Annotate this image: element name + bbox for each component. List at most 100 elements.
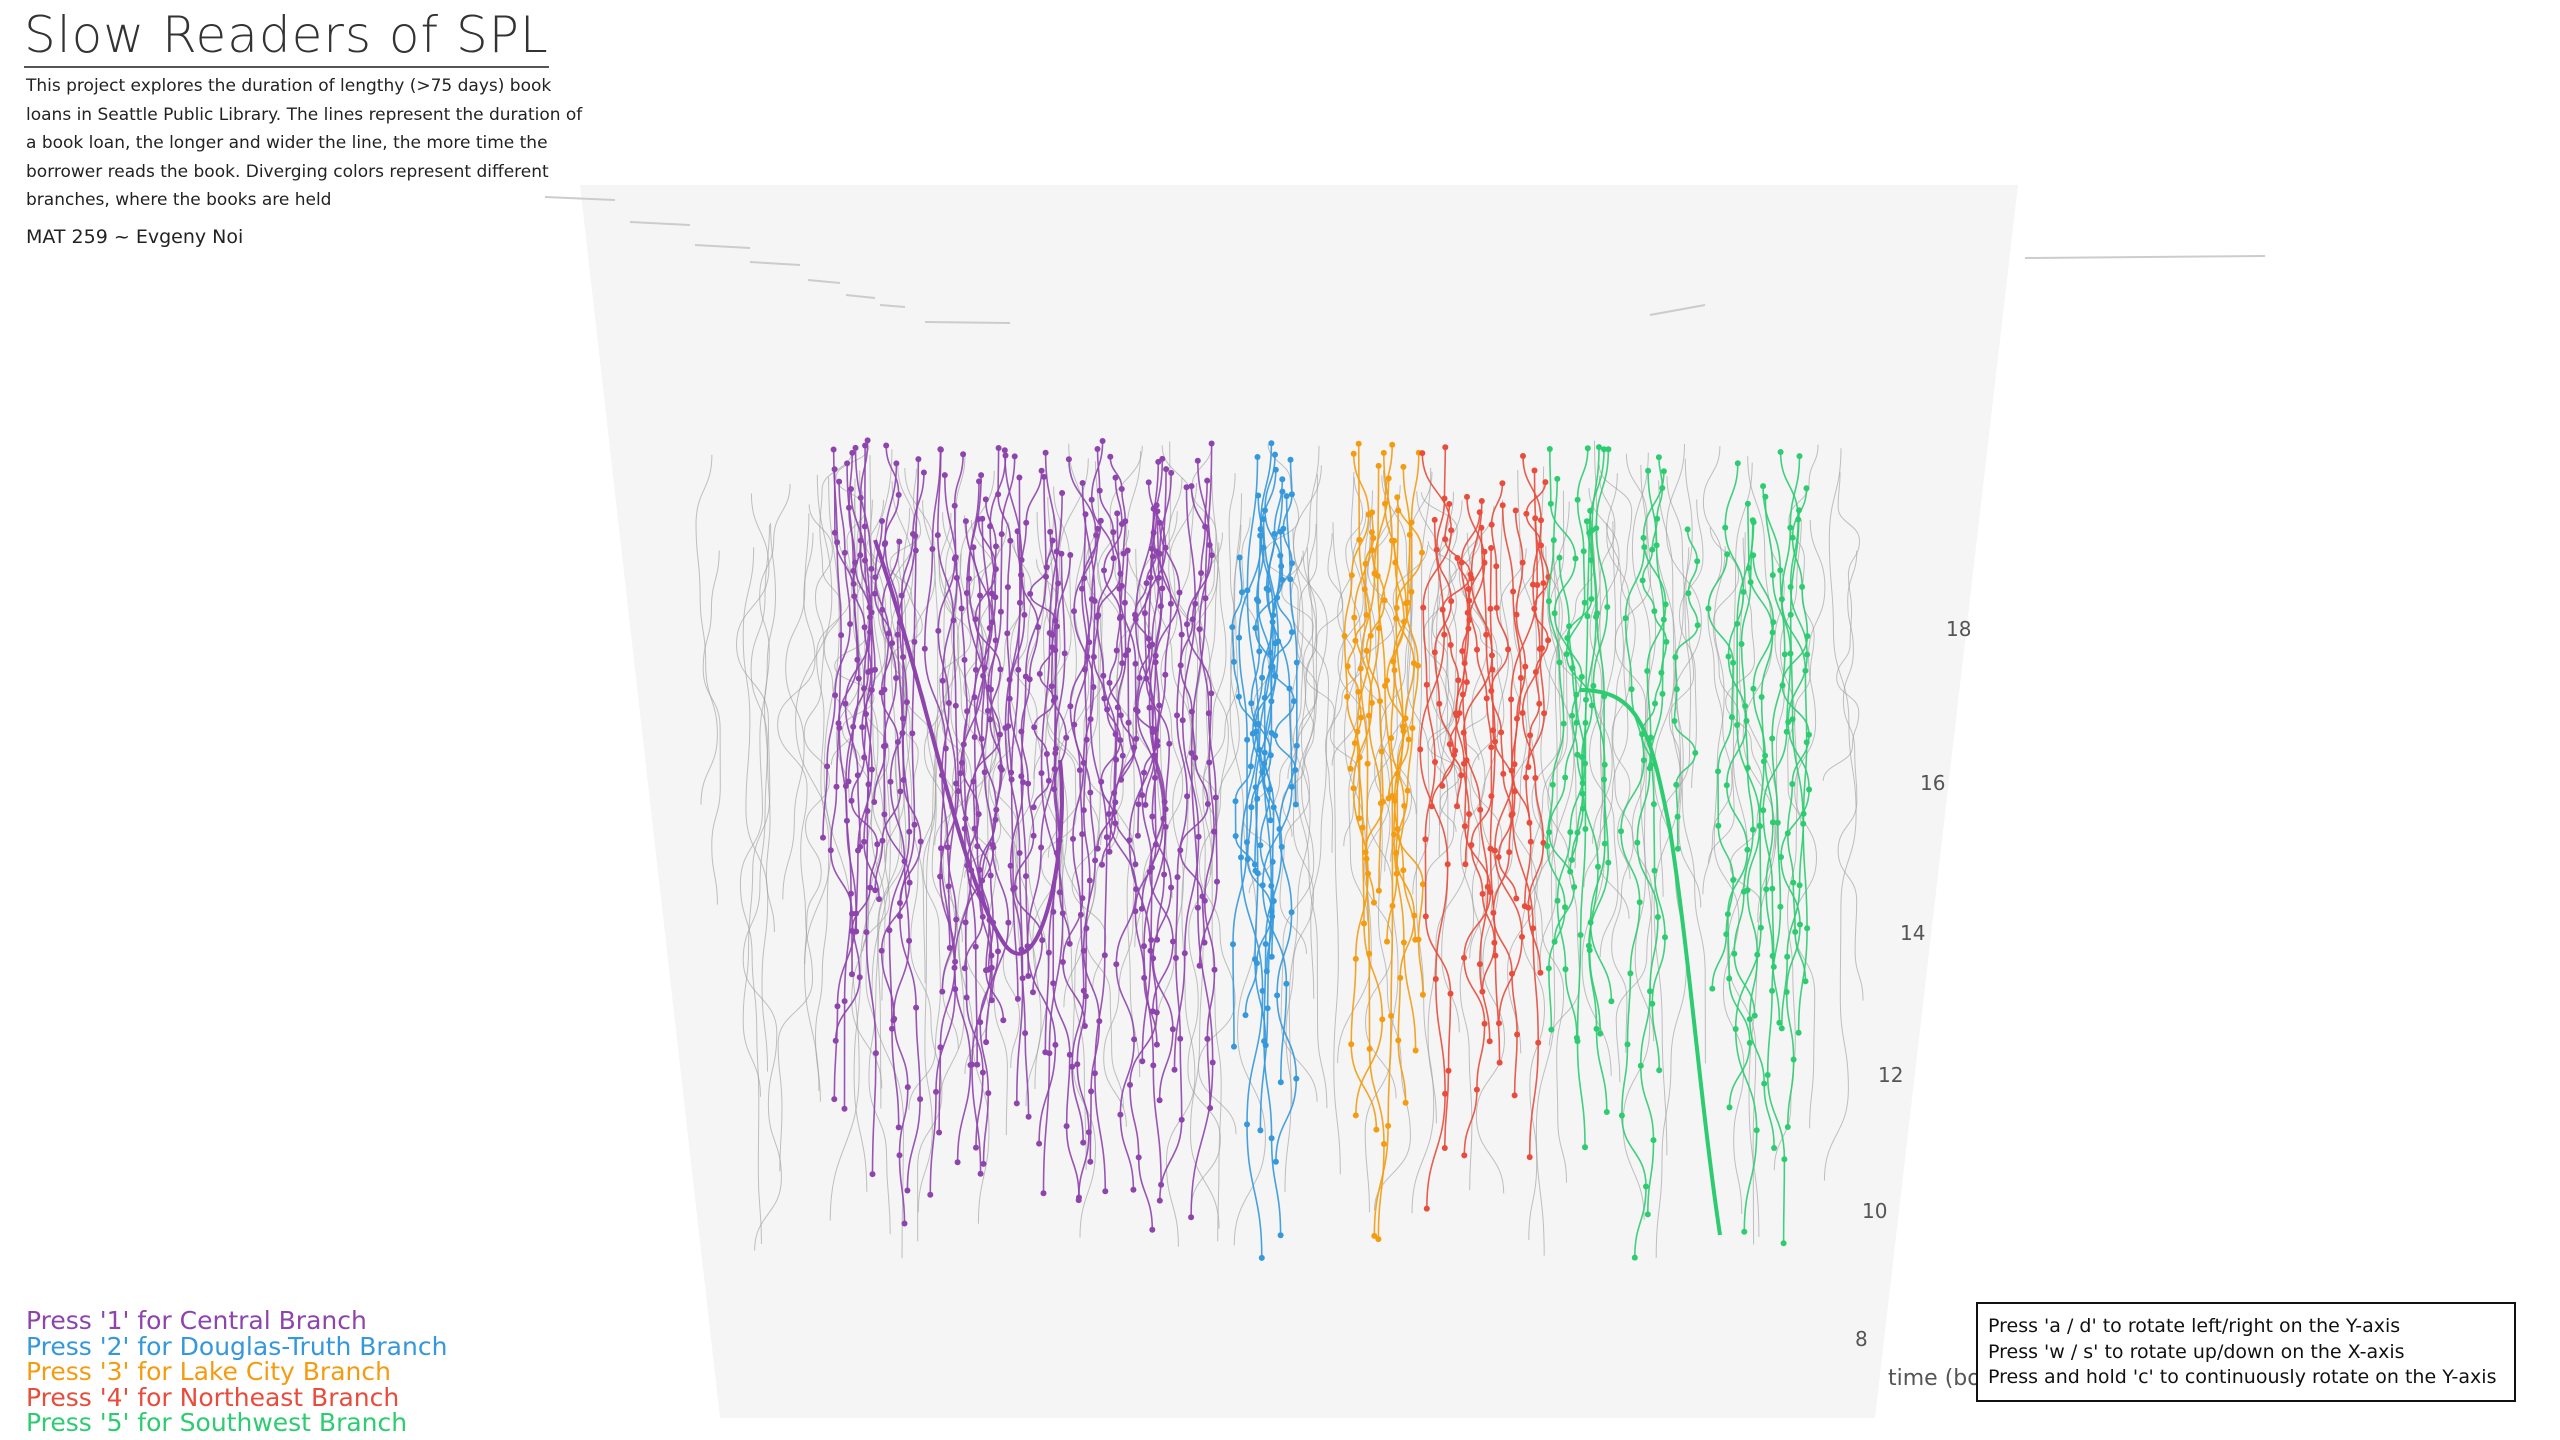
loan-point <box>838 632 845 639</box>
loan-point <box>1099 861 1105 868</box>
gray-loan-line <box>1071 461 1107 991</box>
loan-point <box>1650 1137 1657 1144</box>
loan-point <box>962 518 969 525</box>
loan-point <box>1506 849 1513 856</box>
loan-point <box>1388 1012 1395 1019</box>
loan-point <box>915 456 922 463</box>
loan-point <box>1002 452 1009 459</box>
loan-point <box>835 720 842 727</box>
gray-loan-line <box>1606 523 1636 1053</box>
loan-point <box>1119 660 1126 667</box>
loan-point <box>1728 714 1735 721</box>
loan-point <box>974 1061 981 1068</box>
legend-item-branch-4[interactable]: Press '4' for Northeast Branch <box>26 1382 400 1412</box>
loan-point <box>1251 861 1258 868</box>
loan-point <box>1572 555 1579 562</box>
loan-point <box>1466 617 1473 623</box>
loan-point <box>1495 854 1502 860</box>
loan-point <box>951 502 958 509</box>
loan-point <box>1158 1181 1165 1188</box>
loan-point <box>1008 769 1015 776</box>
loan-point <box>1091 1070 1098 1077</box>
loan-point <box>993 543 999 550</box>
loan-point <box>1177 1035 1184 1042</box>
loan-point <box>1777 449 1784 455</box>
loan-point <box>1088 1088 1095 1095</box>
loan-point <box>1168 884 1175 891</box>
loan-point <box>867 614 873 621</box>
loan-point <box>1004 630 1011 637</box>
loan-point <box>1236 554 1243 561</box>
loan-point <box>1574 829 1581 836</box>
loan-point <box>912 547 919 554</box>
loan-point <box>1082 511 1089 518</box>
loan-point <box>1394 494 1401 501</box>
loan-point <box>883 442 890 449</box>
loan-point <box>1730 877 1737 883</box>
loan-point <box>1605 446 1612 453</box>
loan-point <box>1654 914 1661 920</box>
loan-point <box>1650 801 1657 808</box>
loan-point <box>1781 651 1788 658</box>
gray-loan-line <box>742 524 782 1251</box>
legend-item-branch-3[interactable]: Press '3' for Lake City Branch <box>26 1357 391 1386</box>
gray-loan-line <box>1539 545 1563 960</box>
loan-point <box>1147 574 1154 581</box>
loan-point <box>1079 480 1086 486</box>
loan-point <box>859 724 866 731</box>
loan-point <box>1148 937 1155 943</box>
loan-point <box>844 460 851 467</box>
legend-item-branch-2[interactable]: Press '2' for Douglas-Truth Branch <box>26 1331 448 1361</box>
loan-point <box>1574 496 1581 503</box>
loan-point <box>1277 1079 1284 1086</box>
loan-point <box>1027 590 1034 597</box>
loan-point <box>1722 524 1729 531</box>
loan-point <box>1111 809 1118 816</box>
gray-loan-line <box>1337 471 1369 922</box>
loan-point <box>1052 647 1059 654</box>
loan-point <box>1258 1254 1265 1261</box>
gray-loan-line <box>742 547 769 1072</box>
long-loan-curve <box>1579 688 1722 1236</box>
loan-point <box>1601 840 1608 847</box>
loan-point <box>1143 580 1150 587</box>
loan-point <box>1235 693 1242 700</box>
loan-point <box>1239 589 1245 596</box>
loan-point <box>954 1159 961 1166</box>
loan-point <box>1274 992 1281 999</box>
loan-point <box>1014 528 1021 535</box>
loan-point <box>861 754 868 761</box>
loan-point <box>1106 679 1113 686</box>
loan-point <box>1188 708 1195 715</box>
loan-point <box>950 617 957 624</box>
loan-point <box>896 538 903 545</box>
loan-point <box>1025 780 1032 787</box>
loan-point <box>1110 529 1117 536</box>
loan-point <box>1283 493 1290 500</box>
loan-point <box>1177 847 1184 854</box>
loan-point <box>863 711 869 717</box>
loan-point <box>1052 745 1059 752</box>
loan-point <box>1474 646 1480 653</box>
loan-point <box>997 608 1004 615</box>
branch-loan-line <box>1762 486 1786 1244</box>
loan-point <box>1256 746 1263 753</box>
faint-axis-labels <box>544 196 2266 324</box>
loan-point <box>1236 634 1243 641</box>
legend-item-branch-5[interactable]: Press '5' for Southwest Branch <box>26 1408 408 1437</box>
loan-point <box>1015 666 1022 673</box>
branch-loan-line <box>1525 482 1550 768</box>
loan-point <box>1395 1037 1402 1044</box>
loan-point <box>1184 621 1190 628</box>
loan-point <box>981 769 988 776</box>
branch-loan-line <box>873 520 890 803</box>
loan-point <box>1119 752 1126 759</box>
loan-point <box>1468 575 1475 582</box>
loan-point <box>904 1084 911 1091</box>
gray-loan-line <box>1284 529 1311 1193</box>
loan-point <box>1020 779 1026 786</box>
loan-point <box>1230 941 1236 948</box>
loan-point <box>896 913 903 920</box>
legend-item-branch-1[interactable]: Press '1' for Central Branch <box>26 1306 367 1335</box>
